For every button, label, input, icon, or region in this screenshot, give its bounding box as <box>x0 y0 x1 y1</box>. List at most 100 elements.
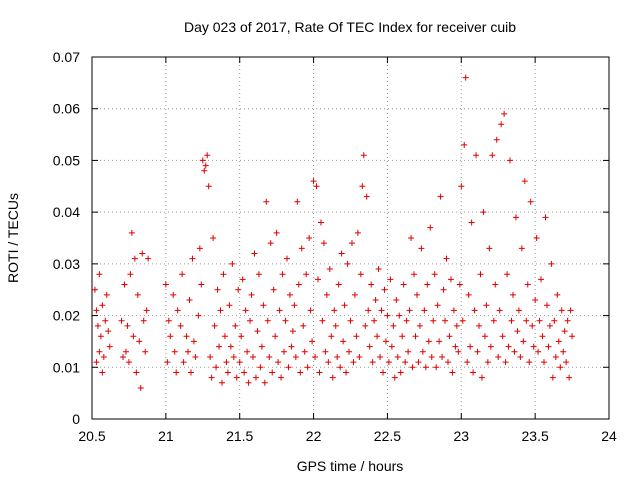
x-tick-label: 24 <box>601 428 617 444</box>
data-point <box>251 250 258 257</box>
data-point <box>211 322 218 329</box>
data-point <box>452 343 459 350</box>
data-point <box>495 353 502 360</box>
data-point <box>229 260 236 267</box>
data-point <box>313 183 320 190</box>
data-point <box>462 74 469 81</box>
data-point <box>190 338 197 345</box>
data-point <box>412 333 419 340</box>
data-point <box>498 121 505 128</box>
data-point <box>286 291 293 298</box>
data-point <box>130 333 137 340</box>
data-point <box>173 369 180 376</box>
data-point <box>486 245 493 252</box>
data-point <box>464 359 471 366</box>
x-tick-label: 21 <box>158 428 174 444</box>
data-point <box>536 317 543 324</box>
data-point <box>195 312 202 319</box>
data-point <box>524 281 531 288</box>
data-point <box>353 333 360 340</box>
data-point <box>377 353 384 360</box>
data-point <box>434 302 441 309</box>
data-point <box>223 359 230 366</box>
data-point <box>230 353 237 360</box>
data-point <box>303 271 310 278</box>
data-point <box>247 317 254 324</box>
data-point <box>316 369 323 376</box>
data-point <box>204 152 211 159</box>
data-point <box>514 328 521 335</box>
data-point <box>343 369 350 376</box>
data-point <box>450 307 457 314</box>
data-point <box>189 255 196 262</box>
data-point <box>278 374 285 381</box>
y-tick-label: 0.07 <box>53 49 80 65</box>
data-point <box>273 229 280 236</box>
data-point <box>279 271 286 278</box>
data-point <box>332 322 339 329</box>
data-point <box>481 333 488 340</box>
data-point <box>221 333 228 340</box>
data-point <box>347 317 354 324</box>
x-tick-label: 20.5 <box>78 428 105 444</box>
data-point <box>428 353 435 360</box>
data-point <box>162 281 169 288</box>
data-point <box>440 286 447 293</box>
data-point <box>539 333 546 340</box>
data-point <box>379 369 386 376</box>
data-point <box>298 245 305 252</box>
data-point <box>255 271 262 278</box>
data-point <box>569 333 576 340</box>
data-point <box>186 297 193 304</box>
data-point <box>334 353 341 360</box>
data-point <box>504 271 511 278</box>
data-point <box>177 322 184 329</box>
data-point <box>267 240 274 247</box>
data-point <box>139 250 146 257</box>
data-point <box>555 338 562 345</box>
data-point <box>301 348 308 355</box>
data-point <box>526 359 533 366</box>
data-point <box>566 374 573 381</box>
data-point <box>455 348 462 355</box>
data-point <box>103 291 110 298</box>
data-point <box>346 348 353 355</box>
data-point <box>509 291 516 298</box>
y-tick-label: 0.05 <box>53 152 80 168</box>
data-point <box>529 322 536 329</box>
data-point <box>351 291 358 298</box>
data-point <box>235 286 242 293</box>
data-point <box>397 369 404 376</box>
data-point <box>473 152 480 159</box>
data-point <box>381 286 388 293</box>
data-point <box>105 328 112 335</box>
data-point <box>425 338 432 345</box>
data-point <box>538 276 545 283</box>
data-point <box>548 260 555 267</box>
data-point <box>405 348 412 355</box>
data-point <box>239 276 246 283</box>
data-point <box>236 359 243 366</box>
data-point <box>476 322 483 329</box>
data-point <box>560 348 567 355</box>
y-tick-label: 0.03 <box>53 256 80 272</box>
data-point <box>285 364 292 371</box>
data-point <box>322 348 329 355</box>
data-point <box>403 317 410 324</box>
data-points <box>91 74 576 391</box>
data-point <box>508 317 515 324</box>
data-point <box>254 328 261 335</box>
data-point <box>461 141 468 148</box>
data-point <box>218 379 225 386</box>
data-point <box>309 338 316 345</box>
data-point <box>446 333 453 340</box>
data-point <box>171 348 178 355</box>
data-point <box>199 157 206 164</box>
data-point <box>527 198 534 205</box>
data-point <box>521 178 528 185</box>
data-point <box>214 286 221 293</box>
data-point <box>125 359 132 366</box>
data-point <box>439 353 446 360</box>
data-point <box>388 343 395 350</box>
y-tick-labels: 0 0.01 0.02 0.03 0.04 0.05 0.06 0.07 <box>53 49 80 427</box>
